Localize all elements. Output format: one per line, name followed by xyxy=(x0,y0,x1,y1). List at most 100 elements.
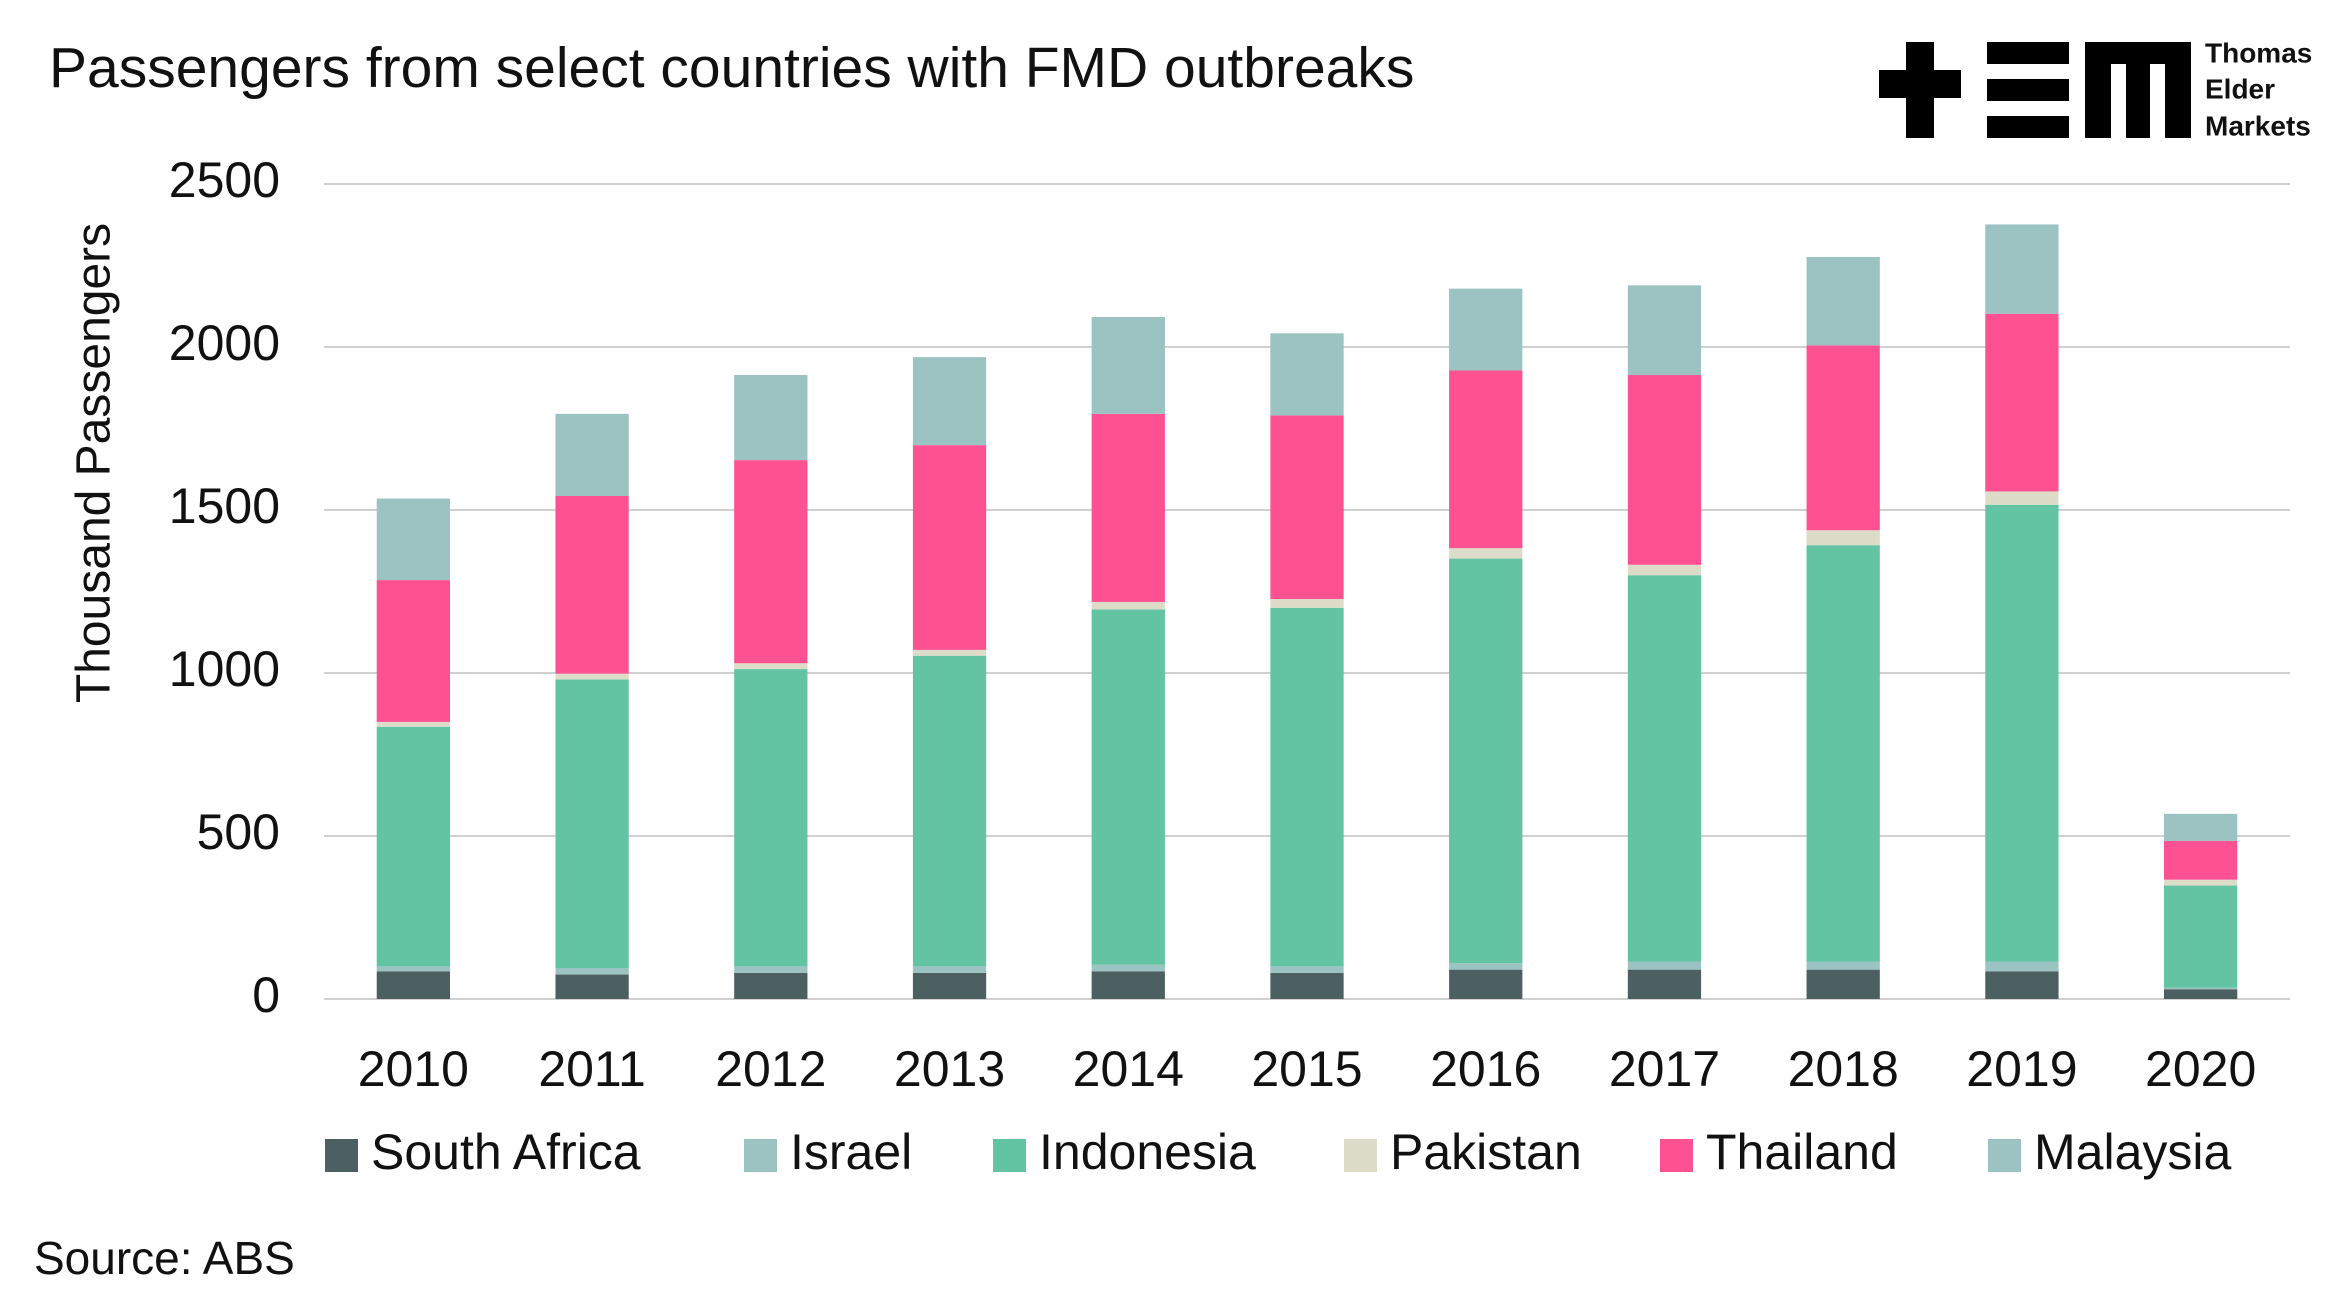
bar-segment xyxy=(376,966,451,972)
logo-shape xyxy=(1987,42,2069,64)
legend-label: Israel xyxy=(790,1124,912,1180)
bar-segment xyxy=(734,966,808,973)
bar-segment xyxy=(1627,375,1702,565)
source: Source: ABS xyxy=(34,1232,295,1284)
logo-shape xyxy=(2165,42,2191,138)
bar-segment xyxy=(1449,370,1523,549)
bar-segment xyxy=(376,971,451,999)
logo-text: Thomas xyxy=(2205,37,2312,68)
logo-text: Markets xyxy=(2205,110,2311,141)
legend-label: Malaysia xyxy=(2034,1124,2231,1180)
legend-marker xyxy=(1988,1139,2021,1172)
x-tick-label: 2015 xyxy=(1251,1041,1362,1097)
legend-marker xyxy=(1660,1139,1693,1172)
bar-segment xyxy=(2163,813,2238,841)
x-tick-label: 2014 xyxy=(1073,1041,1184,1097)
x-tick-label: 2018 xyxy=(1788,1041,1899,1097)
logo-shape xyxy=(1987,116,2069,138)
bar-segment xyxy=(1806,961,1880,970)
y-tick-label: 1500 xyxy=(169,478,280,534)
bar-segment xyxy=(734,669,808,967)
y-tick-label: 1000 xyxy=(169,641,280,697)
bar-segment xyxy=(1091,609,1165,965)
y-tick-label: 2000 xyxy=(169,315,280,371)
legend-label: Indonesia xyxy=(1039,1124,1256,1180)
legend-marker xyxy=(325,1139,358,1172)
y-tick-label: 2500 xyxy=(169,152,280,208)
bar-segment xyxy=(1270,966,1344,973)
bar-segment xyxy=(1627,575,1702,962)
x-tick-label: 2011 xyxy=(538,1041,646,1097)
logo-shape xyxy=(1987,79,2069,101)
legend-marker xyxy=(744,1139,777,1172)
bar-segment xyxy=(912,445,987,650)
bar-segment xyxy=(912,357,987,446)
bar-segment xyxy=(376,721,451,727)
legend-label: Pakistan xyxy=(1390,1124,1582,1180)
bar-segment xyxy=(1806,530,1880,546)
bar-segment xyxy=(376,580,451,722)
y-tick-label: 500 xyxy=(197,804,280,860)
logo-shape xyxy=(1906,42,1934,138)
bar-segment xyxy=(1091,413,1165,602)
bar-segment xyxy=(376,498,451,581)
bar-segment xyxy=(1627,969,1702,999)
x-tick-label: 2020 xyxy=(2145,1041,2256,1097)
bar-segment xyxy=(1091,964,1165,972)
logo-text: Elder xyxy=(2205,73,2275,104)
bar-segment xyxy=(2163,879,2238,886)
y-axis-label: Thousand Passengers xyxy=(68,223,121,703)
legend-marker xyxy=(1344,1139,1377,1172)
chart-title: Passengers from select countries with FM… xyxy=(49,36,1414,100)
bar-segment xyxy=(1449,969,1523,999)
x-tick-label: 2013 xyxy=(894,1041,1005,1097)
bar-segment xyxy=(734,663,808,670)
bar-segment xyxy=(1449,548,1523,559)
bar-segment xyxy=(555,495,629,674)
x-tick-label: 2017 xyxy=(1609,1041,1720,1097)
bar-segment xyxy=(734,375,808,461)
bar-segment xyxy=(1985,224,2059,314)
x-tick-label: 2012 xyxy=(715,1041,826,1097)
bar-segment xyxy=(1806,969,1880,999)
bar-segment xyxy=(2163,840,2238,880)
bar-segment xyxy=(1985,313,2059,492)
bar-segment xyxy=(912,655,987,967)
logo-shape xyxy=(2126,42,2150,138)
x-tick-label: 2016 xyxy=(1430,1041,1541,1097)
bar-segment xyxy=(2163,987,2238,990)
bar-segment xyxy=(1627,285,1702,376)
legend-label: Thailand xyxy=(1706,1124,1898,1180)
bar-segment xyxy=(1091,317,1165,414)
bar-segment xyxy=(734,460,808,664)
bar-segment xyxy=(1270,415,1344,599)
x-tick-label: 2019 xyxy=(1966,1041,2077,1097)
bar-segment xyxy=(1270,598,1344,608)
bar-segment xyxy=(1985,491,2059,505)
bar-segment xyxy=(555,413,629,496)
bar-segment xyxy=(555,968,629,975)
bar-segment xyxy=(912,649,987,656)
bar-segment xyxy=(1985,504,2059,962)
bar-segment xyxy=(555,974,629,999)
legend-marker xyxy=(993,1139,1026,1172)
bar-segment xyxy=(1449,288,1523,371)
bar-segment xyxy=(1449,963,1523,970)
logo-shape xyxy=(2085,42,2111,138)
x-tick-label: 2010 xyxy=(358,1041,469,1097)
bar-segment xyxy=(912,966,987,973)
y-tick-label: 0 xyxy=(252,967,280,1023)
legend-label: South Africa xyxy=(371,1124,641,1180)
bar-segment xyxy=(1806,257,1880,346)
bar-segment xyxy=(734,972,808,999)
bar-segment xyxy=(1806,345,1880,531)
bar-segment xyxy=(1270,333,1344,416)
bar-segment xyxy=(555,673,629,680)
logo: Thomas Elder Markets xyxy=(1879,37,2312,141)
bar-segment xyxy=(1985,971,2059,999)
bar-segment xyxy=(2163,989,2238,999)
bar-segment xyxy=(1091,601,1165,610)
bar-segment xyxy=(1449,558,1523,964)
bar-segment xyxy=(1806,545,1880,962)
